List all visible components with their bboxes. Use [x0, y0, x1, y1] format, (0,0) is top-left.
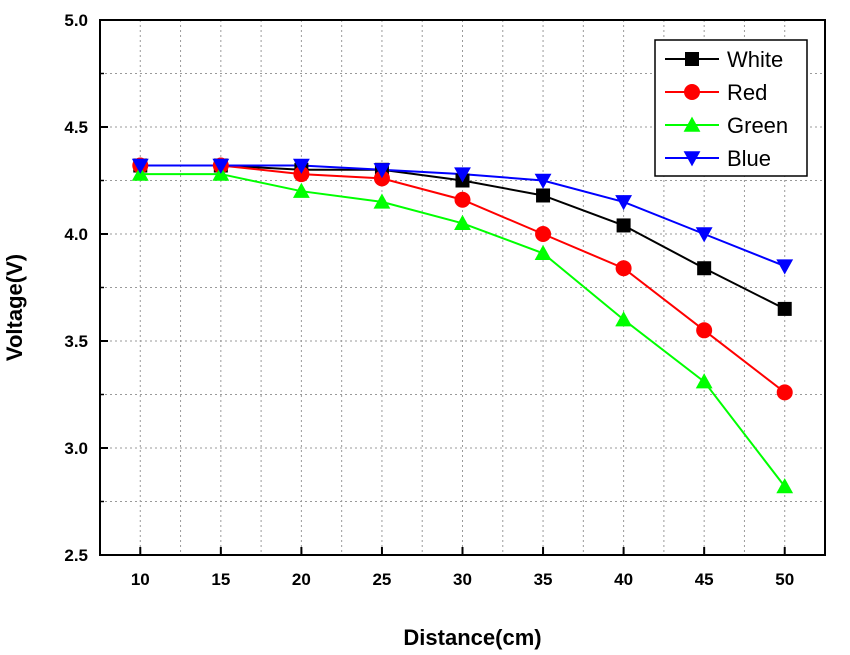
data-point-blue [534, 173, 552, 189]
y-tick-label: 2.5 [64, 546, 88, 565]
data-point-red [373, 170, 390, 187]
data-point-white [616, 218, 631, 233]
data-point-blue [695, 227, 713, 243]
data-point-blue [131, 158, 149, 174]
x-tick-label: 15 [211, 570, 230, 589]
data-point-blue [454, 167, 471, 183]
data-point-white [777, 301, 792, 316]
legend-label-blue: Blue [727, 146, 771, 171]
data-point-green [454, 214, 471, 231]
legend-label-red: Red [727, 80, 767, 105]
legend-marker-red [684, 84, 700, 100]
data-point-blue [776, 259, 794, 275]
x-axis-ticks: 10 15 20 25 30 35 40 45 50 [131, 547, 794, 589]
y-tick-label: 3.5 [64, 332, 88, 351]
x-tick-label: 20 [292, 570, 311, 589]
data-point-red [535, 226, 552, 242]
legend-label-green: Green [727, 113, 788, 138]
grid [100, 20, 825, 555]
data-point-red [776, 384, 793, 401]
data-point-green [292, 182, 310, 198]
legend-marker-white [685, 52, 699, 66]
legend-label-white: White [727, 47, 783, 72]
data-point-blue [373, 163, 391, 179]
data-point-red [293, 166, 310, 183]
data-point-green [776, 478, 794, 494]
data-point-red [615, 260, 632, 277]
y-tick-label: 5.0 [64, 11, 88, 30]
legend-marker-green [683, 116, 701, 132]
x-tick-label: 35 [534, 570, 553, 589]
data-point-red [454, 191, 471, 208]
x-tick-label: 50 [775, 570, 794, 589]
legend: White Red Green Blue [654, 39, 808, 177]
data-point-green [695, 373, 713, 389]
data-point-blue [615, 195, 633, 211]
y-tick-label: 3.0 [64, 439, 88, 458]
legend-marker-blue [683, 151, 701, 167]
data-point-white [536, 188, 551, 203]
x-tick-label: 30 [453, 570, 472, 589]
legend-box [654, 39, 808, 177]
data-point-white [697, 261, 712, 276]
x-tick-label: 45 [695, 570, 714, 589]
x-tick-label: 40 [614, 570, 633, 589]
y-axis-ticks: 2.5 3.0 3.5 4.0 4.5 5.0 [64, 11, 108, 565]
data-point-red [696, 322, 713, 339]
y-tick-label: 4.0 [64, 225, 88, 244]
series-markers [131, 157, 794, 494]
y-tick-label: 4.5 [64, 118, 88, 137]
x-tick-label: 10 [131, 570, 150, 589]
x-tick-label: 25 [372, 570, 391, 589]
data-point-blue [292, 158, 310, 174]
data-point-green [534, 244, 552, 260]
y-axis-title: Voltage(V) [2, 254, 27, 361]
data-point-green [615, 311, 633, 327]
data-point-green [373, 193, 391, 209]
data-point-blue [212, 158, 230, 174]
x-axis-title: Distance(cm) [403, 625, 541, 650]
